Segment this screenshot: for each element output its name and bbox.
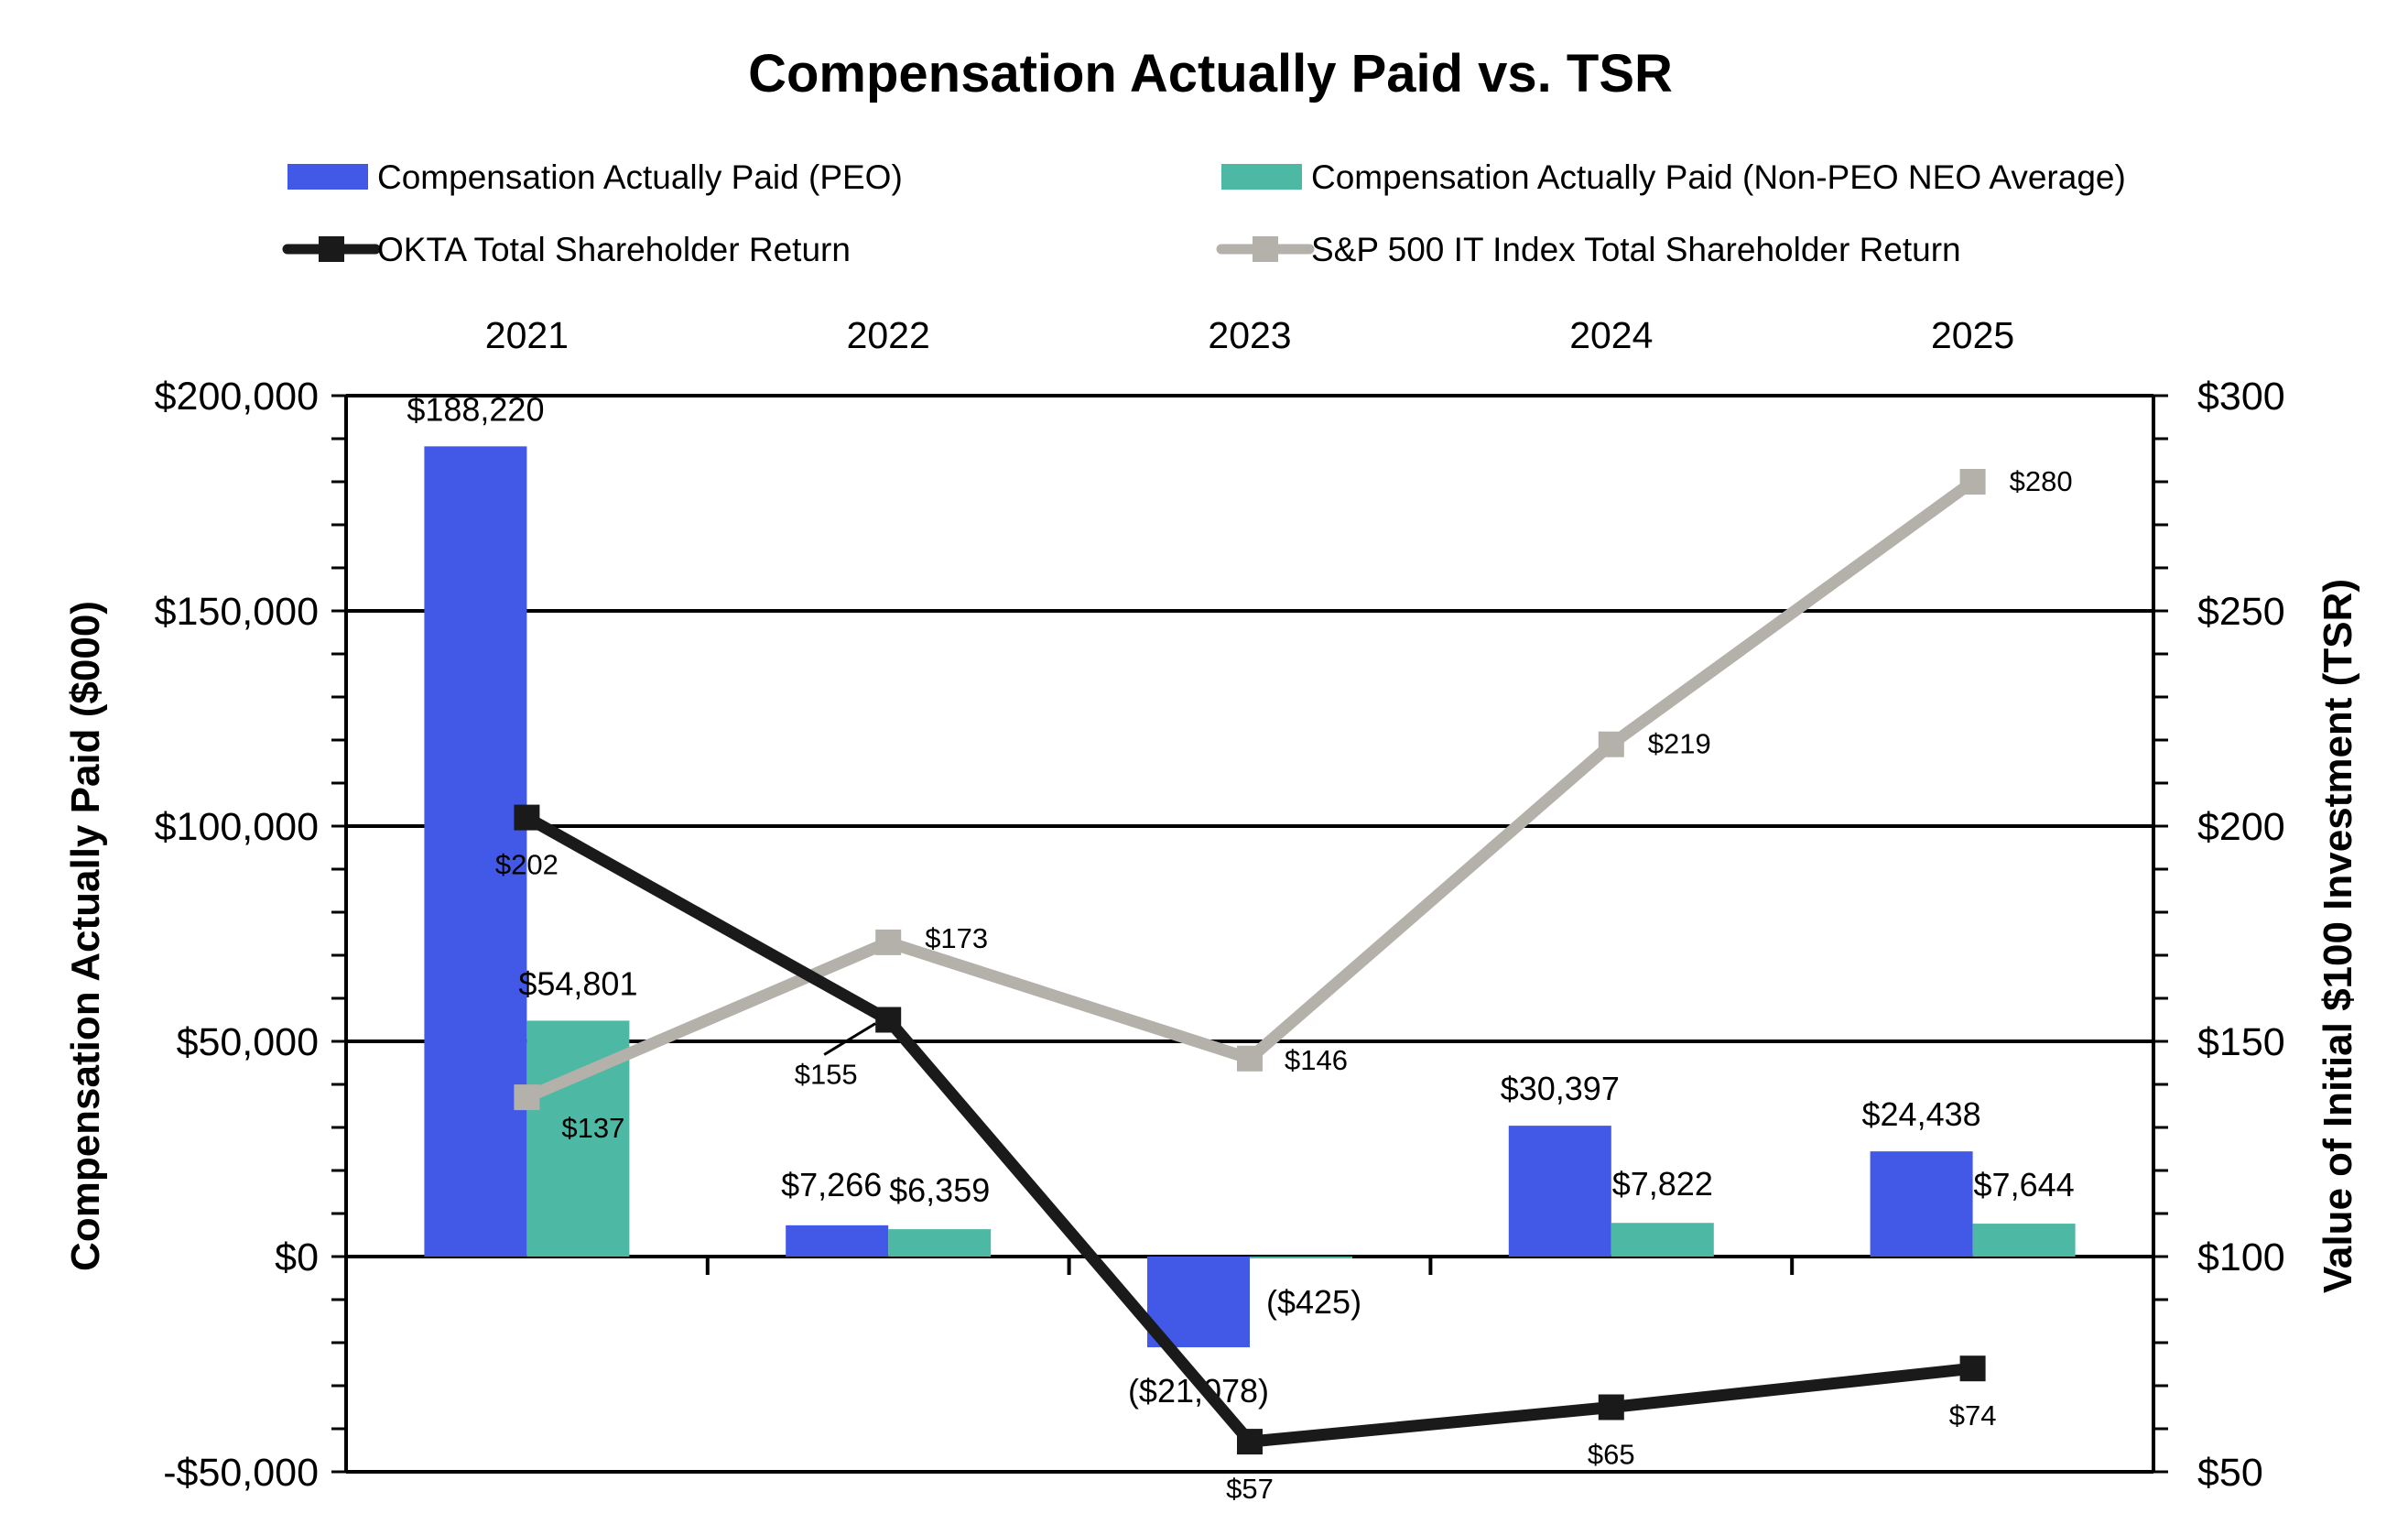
- sp500-it-tsr-marker-2022: [875, 929, 902, 955]
- okta-tsr-marker-2022: [875, 1007, 902, 1033]
- right-axis-label-100: $100: [2197, 1236, 2285, 1279]
- bar-label-peo-2021: $188,220: [407, 390, 544, 428]
- right-axis-label-200: $200: [2197, 805, 2285, 849]
- bar-non-peo-2023: [1250, 1257, 1352, 1258]
- bar-label-peo-2024: $30,397: [1501, 1070, 1620, 1107]
- bar-peo-2021: [424, 446, 527, 1257]
- category-label-2022: 2022: [847, 314, 930, 356]
- legend-marker-okta-total-shareholder-return: [319, 236, 344, 262]
- sp500-it-tsr-marker-2021: [514, 1084, 540, 1111]
- bar-label-non-peo-2021: $54,801: [518, 964, 637, 1002]
- category-label-2021: 2021: [485, 314, 569, 356]
- bar-label-non-peo-2023: ($425): [1266, 1283, 1361, 1321]
- bar-non-peo-2024: [1611, 1223, 1714, 1257]
- category-label-2025: 2025: [1931, 314, 2014, 356]
- legend-label-s-p-500-it-index-total-shareholder-return: S&P 500 IT Index Total Shareholder Retur…: [1311, 231, 1961, 268]
- okta-tsr-marker-2023: [1237, 1429, 1263, 1455]
- bar-peo-2022: [786, 1225, 889, 1257]
- sp500-it-tsr-line: [520, 475, 1980, 1104]
- okta-tsr-marker-2024: [1598, 1394, 1624, 1421]
- okta-tsr-label-2025: $74: [1949, 1399, 1997, 1431]
- legend-marker-s-p-500-it-index-total-shareholder-return: [1253, 236, 1278, 262]
- okta-tsr-leader-line-2022: [823, 1022, 876, 1056]
- okta-tsr-label-2024: $65: [1588, 1439, 1635, 1471]
- okta-tsr-label-2022: $155: [795, 1059, 858, 1091]
- legend-label-compensation-actually-paid-non-peo-neo-average: Compensation Actually Paid (Non-PEO NEO …: [1311, 158, 2126, 196]
- bar-peo-2024: [1508, 1126, 1611, 1257]
- okta-tsr-line: [520, 811, 1980, 1448]
- right-axis-title: Value of Initial $100 Investment (TSR): [2316, 579, 2360, 1293]
- sp500-it-tsr-label-2022: $173: [925, 922, 988, 954]
- chart-title: Compensation Actually Paid vs. TSR: [748, 44, 1673, 103]
- legend-label-okta-total-shareholder-return: OKTA Total Shareholder Return: [377, 231, 851, 268]
- left-axis-label-50-000: -$50,000: [163, 1451, 319, 1495]
- okta-tsr-label-2023: $57: [1226, 1473, 1274, 1505]
- legend-label-compensation-actually-paid-peo: Compensation Actually Paid (PEO): [377, 158, 903, 196]
- left-axis-label-50-000: $50,000: [177, 1020, 319, 1064]
- bar-peo-2025: [1870, 1151, 1973, 1257]
- sp500-it-tsr-label-2025: $280: [2010, 465, 2073, 497]
- bar-label-peo-2025: $24,438: [1862, 1095, 1981, 1133]
- bar-non-peo-2022: [888, 1229, 992, 1257]
- right-axis-label-50: $50: [2197, 1451, 2263, 1495]
- bar-label-non-peo-2025: $7,644: [1974, 1166, 2075, 1203]
- bar-non-peo-2025: [1972, 1224, 2076, 1257]
- legend-swatch-compensation-actually-paid-peo: [287, 164, 368, 190]
- category-label-2023: 2023: [1208, 314, 1291, 356]
- left-axis-label-100-000: $100,000: [155, 805, 319, 849]
- legend-swatch-compensation-actually-paid-non-peo-neo-average: [1221, 164, 1302, 190]
- okta-tsr-label-2021: $202: [495, 849, 559, 881]
- right-axis-label-300: $300: [2197, 375, 2285, 419]
- left-axis-label-200-000: $200,000: [155, 375, 319, 419]
- bar-peo-2023: [1147, 1257, 1250, 1348]
- category-label-2024: 2024: [1569, 314, 1653, 356]
- right-axis-label-150: $150: [2197, 1020, 2285, 1064]
- bar-label-non-peo-2022: $6,359: [889, 1171, 990, 1209]
- sp500-it-tsr-marker-2025: [1959, 469, 1986, 495]
- left-axis-title: Compensation Actually Paid ($000): [63, 601, 108, 1271]
- okta-tsr-marker-2021: [514, 804, 540, 831]
- left-axis-label-150-000: $150,000: [155, 590, 319, 634]
- sp500-it-tsr-label-2024: $219: [1648, 728, 1711, 760]
- sp500-it-tsr-label-2023: $146: [1285, 1044, 1348, 1076]
- sp500-it-tsr-label-2021: $137: [561, 1112, 624, 1144]
- okta-tsr-marker-2025: [1959, 1355, 1986, 1382]
- sp500-it-tsr-marker-2024: [1598, 731, 1624, 757]
- left-axis-label-0: $0: [275, 1236, 319, 1279]
- bar-label-peo-2022: $7,266: [781, 1166, 882, 1203]
- sp500-it-tsr-marker-2023: [1237, 1045, 1263, 1072]
- right-axis-label-250: $250: [2197, 590, 2285, 634]
- bar-label-non-peo-2024: $7,822: [1612, 1165, 1713, 1203]
